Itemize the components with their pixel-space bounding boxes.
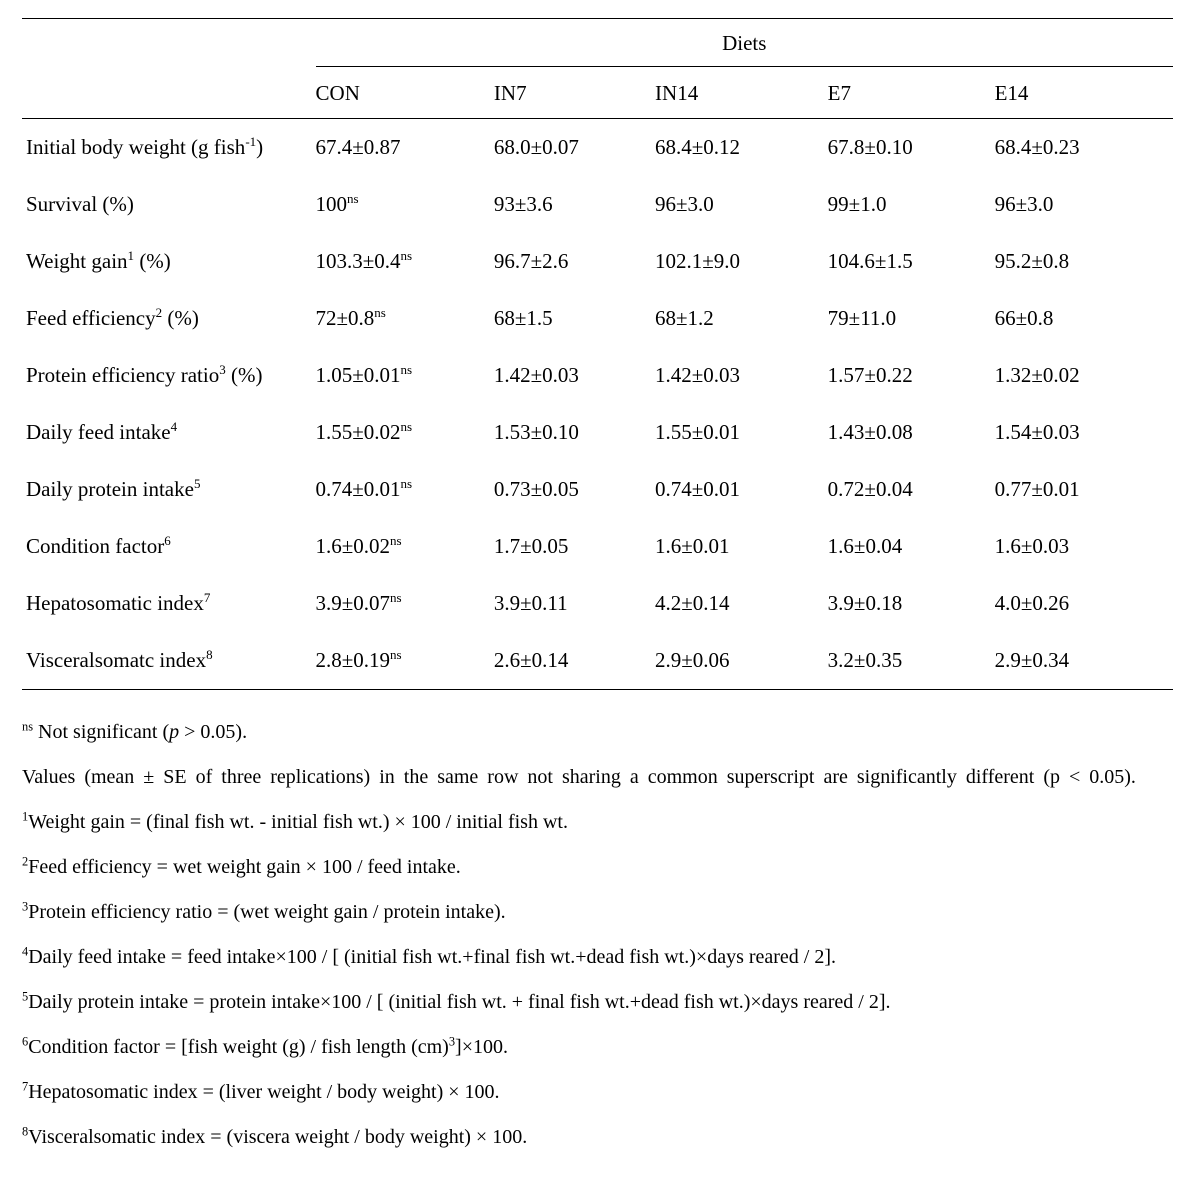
footnote: 3Protein efficiency ratio = (wet weight …	[22, 890, 1173, 935]
data-cell: 95.2±0.8	[995, 233, 1173, 290]
data-cell: 4.0±0.26	[995, 575, 1173, 632]
data-cell: 0.73±0.05	[494, 461, 655, 518]
row-label: Weight gain1 (%)	[22, 233, 316, 290]
data-cell: 3.9±0.11	[494, 575, 655, 632]
column-header: CON	[316, 67, 494, 119]
table-row: Hepatosomatic index73.9±0.07ns3.9±0.114.…	[22, 575, 1173, 632]
table-row: Condition factor61.6±0.02ns1.7±0.051.6±0…	[22, 518, 1173, 575]
table-row: Feed efficiency2 (%)72±0.8ns68±1.568±1.2…	[22, 290, 1173, 347]
column-header: E7	[828, 67, 995, 119]
data-cell: 100ns	[316, 176, 494, 233]
data-cell: 1.53±0.10	[494, 404, 655, 461]
row-label: Visceralsomatc index8	[22, 632, 316, 690]
data-cell: 103.3±0.4ns	[316, 233, 494, 290]
spacer-cell	[22, 19, 316, 67]
row-label: Hepatosomatic index7	[22, 575, 316, 632]
table-row: Daily protein intake50.74±0.01ns0.73±0.0…	[22, 461, 1173, 518]
table-row: Initial body weight (g fish-1)67.4±0.876…	[22, 119, 1173, 177]
footnote: Values (mean ± SE of three replications)…	[22, 755, 1173, 800]
data-cell: 1.42±0.03	[655, 347, 828, 404]
data-cell: 1.55±0.02ns	[316, 404, 494, 461]
data-cell: 2.8±0.19ns	[316, 632, 494, 690]
row-label: Survival (%)	[22, 176, 316, 233]
footnote: 6Condition factor = [fish weight (g) / f…	[22, 1025, 1173, 1070]
data-cell: 68±1.2	[655, 290, 828, 347]
row-label: Initial body weight (g fish-1)	[22, 119, 316, 177]
footnote: 7Hepatosomatic index = (liver weight / b…	[22, 1070, 1173, 1115]
table-row: Visceralsomatc index82.8±0.19ns2.6±0.142…	[22, 632, 1173, 690]
data-cell: 1.05±0.01ns	[316, 347, 494, 404]
column-header: IN14	[655, 67, 828, 119]
diets-table: Diets CONIN7IN14E7E14 Initial body weigh…	[22, 18, 1173, 690]
data-cell: 96±3.0	[995, 176, 1173, 233]
data-cell: 1.6±0.03	[995, 518, 1173, 575]
footnote: ns Not significant (p > 0.05).	[22, 710, 1173, 755]
data-cell: 67.8±0.10	[828, 119, 995, 177]
data-cell: 0.74±0.01	[655, 461, 828, 518]
data-cell: 1.32±0.02	[995, 347, 1173, 404]
table-row: Survival (%)100ns93±3.696±3.099±1.096±3.…	[22, 176, 1173, 233]
data-cell: 0.74±0.01ns	[316, 461, 494, 518]
row-label: Daily protein intake5	[22, 461, 316, 518]
row-label: Condition factor6	[22, 518, 316, 575]
spacer-cell	[22, 67, 316, 119]
data-cell: 102.1±9.0	[655, 233, 828, 290]
data-cell: 67.4±0.87	[316, 119, 494, 177]
row-label: Protein efficiency ratio3 (%)	[22, 347, 316, 404]
data-cell: 1.43±0.08	[828, 404, 995, 461]
group-header-diets: Diets	[316, 19, 1173, 67]
data-cell: 1.6±0.01	[655, 518, 828, 575]
data-cell: 96±3.0	[655, 176, 828, 233]
footnote: 8Visceralsomatic index = (viscera weight…	[22, 1115, 1173, 1160]
data-cell: 0.77±0.01	[995, 461, 1173, 518]
row-label: Daily feed intake4	[22, 404, 316, 461]
column-header: E14	[995, 67, 1173, 119]
row-label: Feed efficiency2 (%)	[22, 290, 316, 347]
footnote: 4Daily feed intake = feed intake×100 / […	[22, 935, 1173, 980]
data-cell: 4.2±0.14	[655, 575, 828, 632]
data-cell: 3.2±0.35	[828, 632, 995, 690]
table-row: Daily feed intake41.55±0.02ns1.53±0.101.…	[22, 404, 1173, 461]
data-cell: 1.54±0.03	[995, 404, 1173, 461]
data-cell: 66±0.8	[995, 290, 1173, 347]
data-cell: 2.6±0.14	[494, 632, 655, 690]
data-cell: 3.9±0.07ns	[316, 575, 494, 632]
data-cell: 0.72±0.04	[828, 461, 995, 518]
table-row: Protein efficiency ratio3 (%)1.05±0.01ns…	[22, 347, 1173, 404]
data-cell: 68.0±0.07	[494, 119, 655, 177]
data-cell: 72±0.8ns	[316, 290, 494, 347]
footnote: 1Weight gain = (final fish wt. - initial…	[22, 800, 1173, 845]
data-cell: 68±1.5	[494, 290, 655, 347]
data-cell: 1.6±0.04	[828, 518, 995, 575]
data-cell: 93±3.6	[494, 176, 655, 233]
data-cell: 99±1.0	[828, 176, 995, 233]
footnotes: ns Not significant (p > 0.05).Values (me…	[22, 710, 1173, 1160]
data-cell: 1.6±0.02ns	[316, 518, 494, 575]
data-cell: 2.9±0.34	[995, 632, 1173, 690]
data-cell: 2.9±0.06	[655, 632, 828, 690]
data-cell: 68.4±0.23	[995, 119, 1173, 177]
data-cell: 79±11.0	[828, 290, 995, 347]
data-cell: 96.7±2.6	[494, 233, 655, 290]
footnote: 5Daily protein intake = protein intake×1…	[22, 980, 1173, 1025]
data-cell: 1.7±0.05	[494, 518, 655, 575]
data-cell: 1.57±0.22	[828, 347, 995, 404]
column-header: IN7	[494, 67, 655, 119]
table-row: Weight gain1 (%)103.3±0.4ns96.7±2.6102.1…	[22, 233, 1173, 290]
data-cell: 1.55±0.01	[655, 404, 828, 461]
data-cell: 104.6±1.5	[828, 233, 995, 290]
data-cell: 68.4±0.12	[655, 119, 828, 177]
data-cell: 3.9±0.18	[828, 575, 995, 632]
data-cell: 1.42±0.03	[494, 347, 655, 404]
footnote: 2Feed efficiency = wet weight gain × 100…	[22, 845, 1173, 890]
